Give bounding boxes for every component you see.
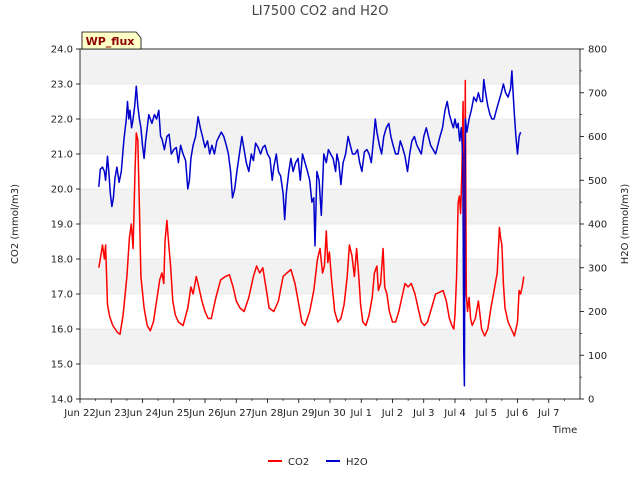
legend: CO2 H2O bbox=[268, 457, 368, 468]
legend-label-h2o: H2O bbox=[346, 457, 368, 468]
x-tick-label: Jun 29 bbox=[282, 408, 315, 419]
series-layer bbox=[98, 70, 525, 387]
badge-label: WP_flux bbox=[86, 35, 135, 48]
y-right-tick-label: 700 bbox=[588, 88, 607, 99]
x-tick-label: Jun 23 bbox=[94, 408, 127, 419]
y-left-tick-label: 24.0 bbox=[51, 45, 73, 56]
x-tick-label: Jun 25 bbox=[157, 408, 190, 419]
y-left-tick-label: 16.0 bbox=[51, 325, 73, 336]
y-left-tick-label: 22.0 bbox=[51, 115, 73, 126]
x-axis-ticks: Jun 22 Jun 23 Jun 24 Jun 25 Jun 26 Jun 27 Jun … bbox=[63, 399, 565, 419]
chart-title: LI7500 CO2 and H2O bbox=[252, 4, 389, 19]
x-tick-label: Jul 7 bbox=[537, 408, 560, 419]
grid-band bbox=[80, 329, 580, 364]
x-tick-label: Jun 24 bbox=[126, 408, 159, 419]
x-tick-label: Jun 26 bbox=[188, 408, 221, 419]
grid-band bbox=[80, 49, 580, 84]
x-tick-label: Jun 30 bbox=[313, 408, 346, 419]
y-left-tick-label: 18.0 bbox=[51, 255, 73, 266]
x-tick-label: Jun 28 bbox=[251, 408, 284, 419]
y-right-tick-label: 0 bbox=[588, 395, 594, 406]
y-right-tick-label: 500 bbox=[588, 176, 607, 187]
x-tick-label: Jul 6 bbox=[506, 408, 529, 419]
y-right-tick-label: 800 bbox=[588, 45, 607, 56]
right-y-axis-label: H2O (mmol/m3) bbox=[620, 184, 631, 265]
y-left-tick-label: 21.0 bbox=[51, 150, 73, 161]
x-tick-label: Jul 4 bbox=[443, 408, 466, 419]
y-right-tick-label: 300 bbox=[588, 263, 607, 274]
legend-label-co2: CO2 bbox=[288, 457, 309, 468]
y-right-tick-label: 400 bbox=[588, 220, 607, 231]
y-left-tick-label: 15.0 bbox=[51, 360, 73, 371]
x-tick-label: Jul 5 bbox=[474, 408, 497, 419]
wp-flux-badge: WP_flux bbox=[81, 31, 142, 50]
x-tick-label: Jul 2 bbox=[381, 408, 404, 419]
left-y-axis-label: CO2 (mmol/m3) bbox=[10, 184, 21, 264]
right-y-axis-ticks: 0 100 200 300 400 500 600 700 800 bbox=[580, 45, 607, 406]
y-left-tick-label: 23.0 bbox=[51, 80, 73, 91]
y-left-tick-label: 19.0 bbox=[51, 220, 73, 231]
x-tick-label: Jun 27 bbox=[219, 408, 252, 419]
x-tick-label: Jun 22 bbox=[63, 408, 96, 419]
x-axis-label: Time bbox=[552, 425, 577, 436]
x-tick-label: Jul 3 bbox=[412, 408, 435, 419]
grid-band bbox=[80, 119, 580, 154]
y-left-tick-label: 17.0 bbox=[51, 290, 73, 301]
y-left-tick-label: 20.0 bbox=[51, 185, 73, 196]
y-left-tick-label: 14.0 bbox=[51, 395, 73, 406]
grid-band bbox=[80, 189, 580, 224]
y-right-tick-label: 100 bbox=[588, 351, 607, 362]
left-y-axis-ticks: 14.0 15.0 16.0 17.0 18.0 19.0 20.0 21.0 22.0 23.0… bbox=[51, 45, 80, 406]
badge-shape bbox=[81, 31, 142, 50]
y-right-tick-label: 600 bbox=[588, 132, 607, 143]
series-line-h2o bbox=[98, 70, 522, 387]
series-line-co2 bbox=[98, 79, 525, 337]
x-tick-label: Jul 1 bbox=[349, 408, 372, 419]
y-right-tick-label: 200 bbox=[588, 307, 607, 318]
